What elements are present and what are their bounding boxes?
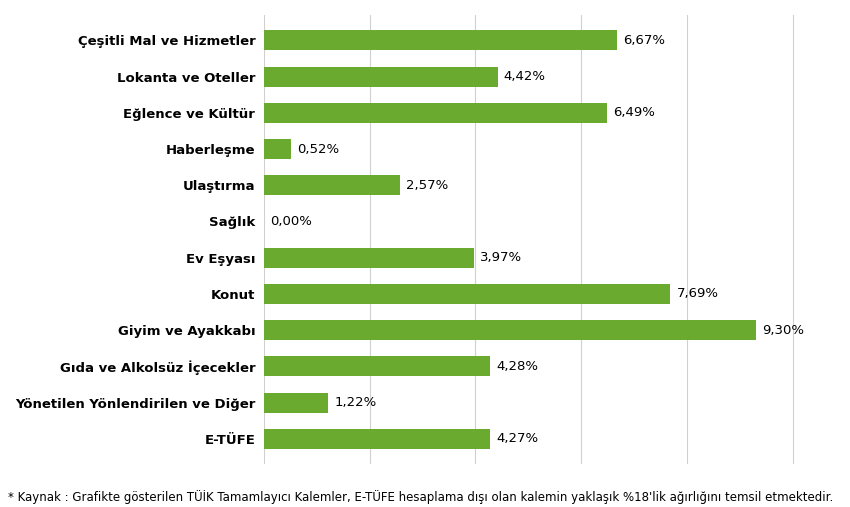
Bar <box>264 356 490 376</box>
Text: 3,97%: 3,97% <box>480 251 522 264</box>
Text: 0,52%: 0,52% <box>298 142 340 156</box>
Bar <box>264 139 292 159</box>
Text: 4,28%: 4,28% <box>496 360 538 373</box>
Text: 6,49%: 6,49% <box>614 106 655 119</box>
Text: 2,57%: 2,57% <box>406 179 448 192</box>
Bar <box>264 30 616 50</box>
Text: 7,69%: 7,69% <box>677 287 719 300</box>
Bar <box>264 66 497 87</box>
Bar <box>264 284 671 304</box>
Text: 4,42%: 4,42% <box>504 70 546 83</box>
Bar <box>264 429 490 449</box>
Text: 1,22%: 1,22% <box>335 396 377 409</box>
Bar <box>264 392 328 413</box>
Text: 0,00%: 0,00% <box>270 215 312 228</box>
Text: * Kaynak : Grafikte gösterilen TÜİK Tamamlayıcı Kalemler, E-TÜFE hesaplama dışı : * Kaynak : Grafikte gösterilen TÜİK Tama… <box>8 490 834 504</box>
Bar <box>264 320 756 340</box>
Text: 6,67%: 6,67% <box>623 34 665 47</box>
Bar <box>264 175 400 195</box>
Bar <box>264 248 473 268</box>
Bar <box>264 103 607 123</box>
Text: 9,30%: 9,30% <box>762 323 804 337</box>
Text: 4,27%: 4,27% <box>496 432 538 445</box>
